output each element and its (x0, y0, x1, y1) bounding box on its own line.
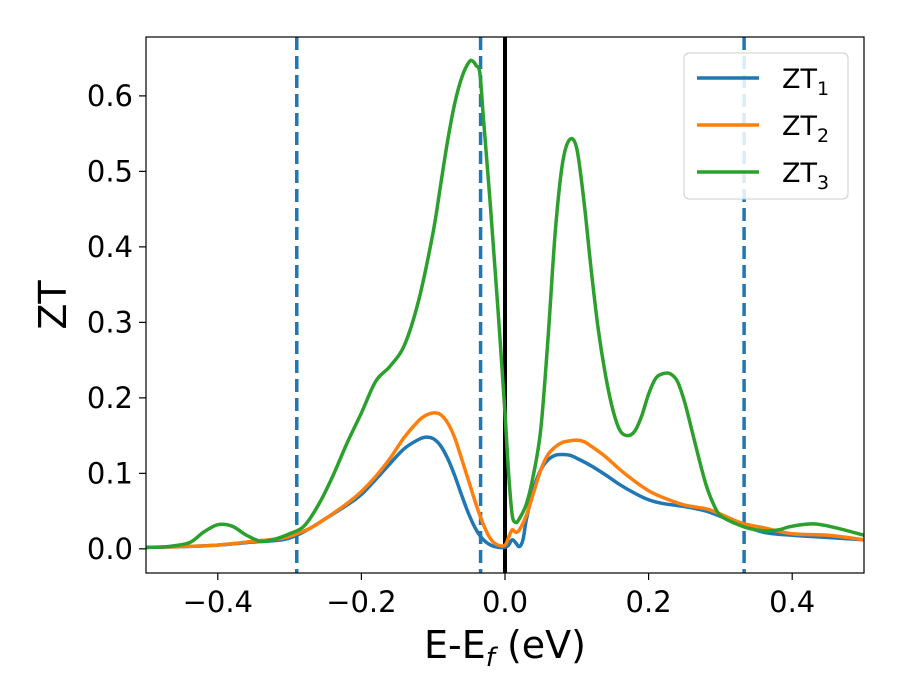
x-tick-label: −0.4 (183, 585, 253, 619)
x-axis-label-unit: (eV) (495, 623, 586, 667)
y-axis-label: ZT (31, 280, 75, 330)
reference-lines (295, 37, 746, 573)
x-tick-label: −0.2 (326, 585, 396, 619)
series-line-zt2 (146, 411, 864, 550)
legend: ZT1 ZT2 ZT3 (683, 52, 849, 200)
y-tick-label: 0.5 (87, 154, 133, 188)
x-tick-label: 0.0 (482, 585, 528, 619)
y-axis-ticks: 0.0 0.1 0.2 0.3 0.4 0.5 0.6 (87, 79, 146, 566)
y-tick-label: 0.1 (87, 456, 133, 490)
x-axis-label: E-Ef (eV) (424, 623, 586, 673)
y-tick-label: 0.0 (87, 532, 133, 566)
legend-box (683, 52, 849, 200)
x-tick-label: 0.4 (769, 585, 815, 619)
y-tick-label: 0.2 (87, 381, 133, 415)
y-tick-label: 0.6 (87, 79, 133, 113)
legend-label-zt1: ZT1 (782, 64, 829, 100)
x-tick-label: 0.2 (626, 585, 672, 619)
x-axis-ticks: −0.4 −0.2 0.0 0.2 0.4 (183, 573, 815, 619)
legend-label-zt3: ZT3 (782, 158, 829, 194)
series-line-zt3 (146, 58, 864, 550)
legend-label-zt2: ZT2 (782, 111, 829, 147)
y-tick-label: 0.3 (87, 305, 133, 339)
series-line-zt1 (146, 435, 864, 550)
series-lines (146, 58, 864, 550)
y-tick-label: 0.4 (87, 230, 133, 264)
x-axis-label-main: E-E (424, 623, 486, 667)
